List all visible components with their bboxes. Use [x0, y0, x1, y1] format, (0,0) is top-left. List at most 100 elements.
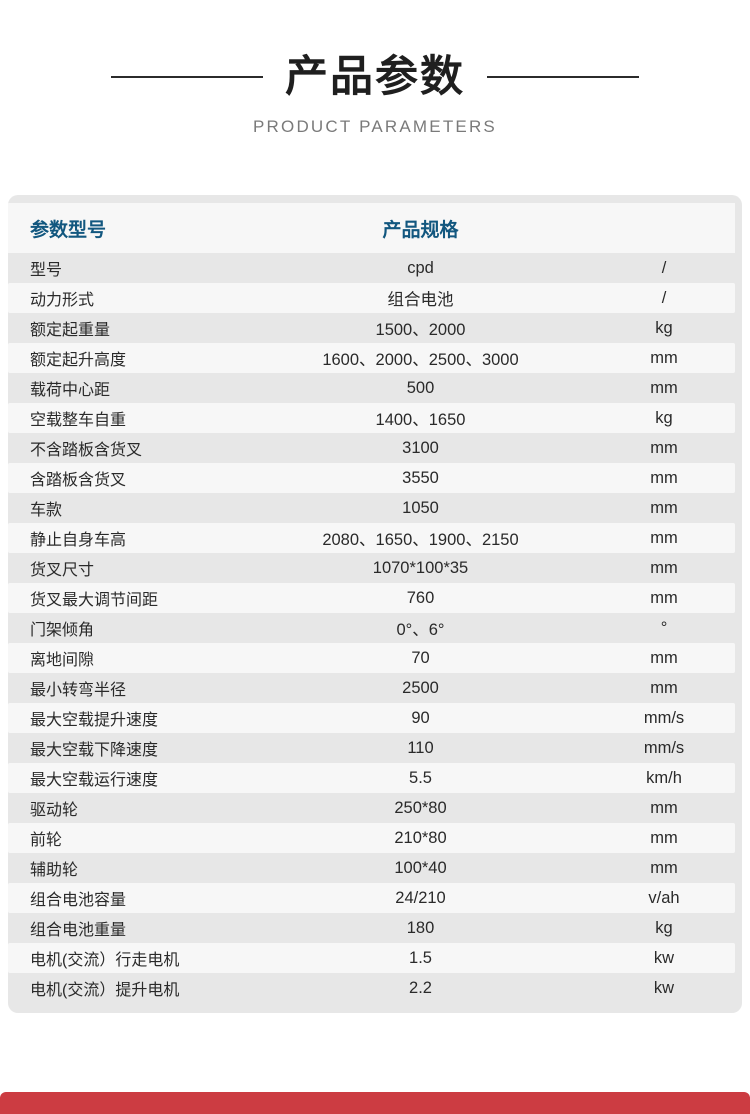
cell-parameter-name: 含踏板含货叉: [30, 472, 127, 489]
cell-parameter-value: 500: [406, 378, 435, 397]
cell-parameter-name: 货叉尺寸: [30, 562, 95, 579]
table-row: 辅助轮 100*40 mm: [8, 853, 735, 883]
table-row: 静止自身车高 2080、1650、1900、2150 mm: [8, 523, 735, 553]
cell-parameter-unit: kg: [655, 318, 673, 337]
table-row: 前轮 210*80 mm: [8, 823, 735, 853]
cell-parameter-name: 最大空载提升速度: [30, 712, 159, 729]
table-row: 含踏板含货叉 3550 mm: [8, 463, 735, 493]
cell-parameter-unit: mm: [650, 528, 678, 547]
cell-parameter-unit: kw: [653, 948, 675, 967]
cell-parameter-name: 电机(交流）提升电机: [30, 982, 180, 999]
table-row: 最大空载提升速度 90 mm/s: [8, 703, 735, 733]
cell-parameter-name: 离地间隙: [30, 652, 95, 669]
cell-parameter-name: 门架倾角: [30, 622, 95, 639]
cell-parameter-unit: mm: [650, 588, 678, 607]
table-row: 动力形式 组合电池 /: [8, 283, 735, 313]
cell-parameter-name: 组合电池容量: [30, 892, 127, 909]
title-row: 产品参数: [0, 46, 750, 108]
table-row: 最大空载下降速度 110 mm/s: [8, 733, 735, 763]
cell-parameter-name: 不含踏板含货叉: [30, 442, 143, 459]
cell-parameter-unit: mm/s: [643, 738, 685, 757]
cell-parameter-name: 空载整车自重: [30, 412, 127, 429]
cell-parameter-unit: mm: [650, 648, 678, 667]
bottom-accent-bar: [0, 1092, 750, 1114]
cell-parameter-name: 动力形式: [30, 292, 95, 309]
cell-parameter-name: 最小转弯半径: [30, 682, 127, 699]
table-row: 离地间隙 70 mm: [8, 643, 735, 673]
table-row: 最小转弯半径 2500 mm: [8, 673, 735, 703]
cell-parameter-name: 车款: [30, 502, 63, 519]
table-body: 型号 cpd / 动力形式 组合电池 / 额定起重量 1500、2000 kg 额定起升高度 160…: [8, 253, 742, 1003]
cell-parameter-value: 70: [411, 648, 430, 667]
table-row: 组合电池重量 180 kg: [8, 913, 735, 943]
page-title: 产品参数: [285, 52, 465, 101]
cell-parameter-unit: mm: [650, 498, 678, 517]
table-row: 空载整车自重 1400、1650 kg: [8, 403, 735, 433]
cell-parameter-name: 组合电池重量: [30, 922, 127, 939]
decorative-line-left: [111, 76, 263, 78]
table-row: 最大空载运行速度 5.5 km/h: [8, 763, 735, 793]
cell-parameter-value: 1500、2000: [375, 321, 466, 339]
cell-parameter-value: 5.5: [409, 768, 432, 787]
cell-parameter-value: 90: [411, 708, 430, 727]
cell-parameter-unit: /: [661, 258, 667, 277]
cell-parameter-name: 货叉最大调节间距: [30, 592, 159, 609]
cell-parameter-name: 型号: [30, 262, 63, 279]
cell-parameter-value: 110: [407, 738, 434, 757]
cell-parameter-name: 电机(交流）行走电机: [30, 952, 180, 969]
cell-parameter-unit: kg: [655, 918, 673, 937]
cell-parameter-name: 额定起升高度: [30, 352, 127, 369]
table-row: 额定起重量 1500、2000 kg: [8, 313, 735, 343]
cell-parameter-unit: /: [661, 288, 667, 307]
cell-parameter-name: 前轮: [30, 832, 63, 849]
cell-parameter-unit: mm: [650, 678, 678, 697]
cell-parameter-value: 3100: [402, 438, 439, 457]
cell-parameter-value: 3550: [402, 468, 439, 487]
cell-parameter-value: 1400、1650: [375, 411, 466, 429]
cell-parameter-value: cpd: [407, 258, 434, 277]
cell-parameter-value: 760: [406, 588, 435, 607]
table-row: 货叉尺寸 1070*100*35 mm: [8, 553, 735, 583]
column-header-name: 参数型号: [30, 219, 107, 241]
cell-parameter-unit: mm: [650, 438, 678, 457]
cell-parameter-unit: v/ah: [648, 888, 680, 907]
table-row: 型号 cpd /: [8, 253, 735, 283]
cell-parameter-unit: mm: [650, 798, 678, 817]
cell-parameter-value: 180: [406, 918, 435, 937]
decorative-line-right: [487, 76, 639, 78]
table-row: 电机(交流）行走电机 1.5 kw: [8, 943, 735, 973]
cell-parameter-unit: km/h: [646, 768, 682, 787]
cell-parameter-unit: mm: [650, 378, 678, 397]
table-row: 组合电池容量 24/210 v/ah: [8, 883, 735, 913]
cell-parameter-name: 静止自身车高: [30, 532, 127, 549]
page-header: 产品参数 PRODUCT PARAMETERS: [0, 46, 750, 137]
table-row: 额定起升高度 1600、2000、2500、3000 mm: [8, 343, 735, 373]
cell-parameter-unit: mm: [650, 348, 678, 367]
cell-parameter-value: 1.5: [409, 948, 432, 967]
cell-parameter-name: 驱动轮: [30, 802, 79, 819]
cell-parameter-value: 2.2: [409, 978, 432, 997]
cell-parameter-value: 2080、1650、1900、2150: [322, 531, 519, 549]
cell-parameter-unit: kw: [653, 978, 675, 997]
column-header-value: 产品规格: [382, 219, 459, 241]
cell-parameter-name: 最大空载下降速度: [30, 742, 159, 759]
cell-parameter-unit: mm: [650, 828, 678, 847]
cell-parameter-name: 载荷中心距: [30, 382, 111, 399]
cell-parameter-name: 辅助轮: [30, 862, 79, 879]
page-subtitle: PRODUCT PARAMETERS: [253, 117, 497, 136]
cell-parameter-unit: mm: [650, 558, 678, 577]
cell-parameter-unit: kg: [655, 408, 673, 427]
parameters-table: 参数型号 产品规格 型号 cpd / 动力形式 组合电池 / 额定起重量 1500、2000 k…: [8, 195, 742, 1013]
table-row: 门架倾角 0°、6° °: [8, 613, 735, 643]
cell-parameter-value: 2500: [402, 678, 439, 697]
cell-parameter-value: 1050: [402, 498, 439, 517]
cell-parameter-unit: mm: [650, 858, 678, 877]
cell-parameter-value: 1070*100*35: [372, 558, 469, 577]
cell-parameter-value: 210*80: [394, 828, 447, 847]
table-header-row: 参数型号 产品规格: [8, 203, 735, 253]
table-row: 不含踏板含货叉 3100 mm: [8, 433, 735, 463]
cell-parameter-value: 组合电池: [387, 291, 454, 309]
table-row: 电机(交流）提升电机 2.2 kw: [8, 973, 735, 1003]
cell-parameter-value: 250*80: [394, 798, 447, 817]
